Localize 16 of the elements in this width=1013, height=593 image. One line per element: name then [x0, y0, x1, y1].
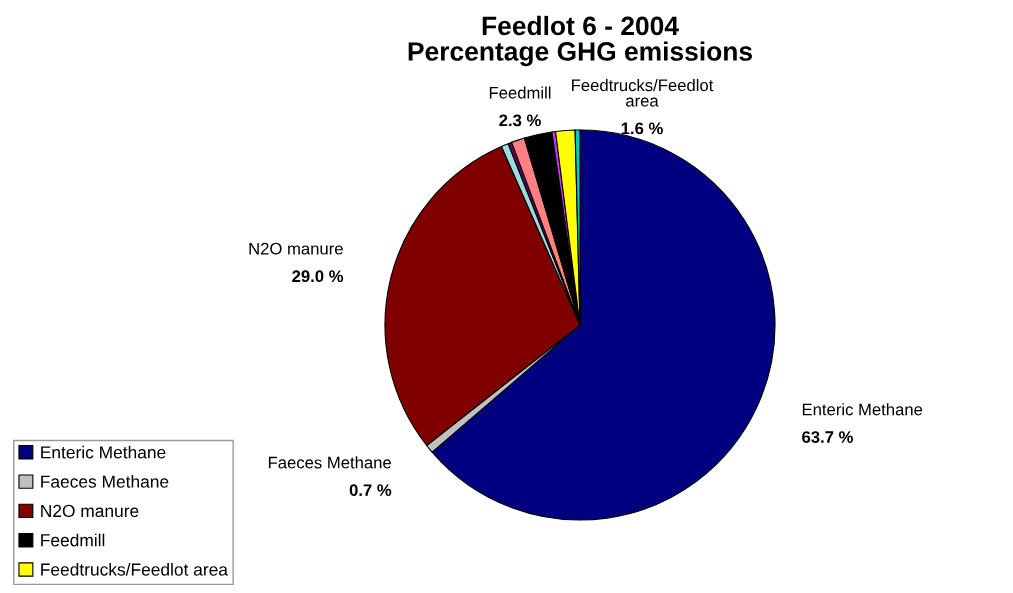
slice-label: N2O manure [249, 242, 343, 255]
legend-label: Feedtrucks/Feedlot area [41, 562, 228, 576]
slice-label: Enteric Methane [802, 403, 923, 416]
slice-label: Feedtrucks/Feedlot area [572, 78, 714, 107]
legend-label: Feedmill [41, 533, 105, 547]
legend-label: N2O manure [41, 504, 139, 518]
data-label: 63.7 % [802, 431, 853, 443]
data-label: 29.0 % [292, 270, 344, 283]
legend-label: Faeces Methane [41, 475, 169, 488]
legend-label: Enteric Methane [41, 445, 166, 459]
slice-label: Feedmill [489, 86, 551, 99]
chart-title: Feedlot 6 - 2004 Percentage GHG emissions [408, 15, 752, 67]
data-label: 2.3 % [499, 114, 541, 127]
data-label: 0.7 % [349, 484, 392, 497]
data-label: 1.6 % [621, 122, 663, 135]
slice-label: Faeces Methane [268, 456, 391, 469]
